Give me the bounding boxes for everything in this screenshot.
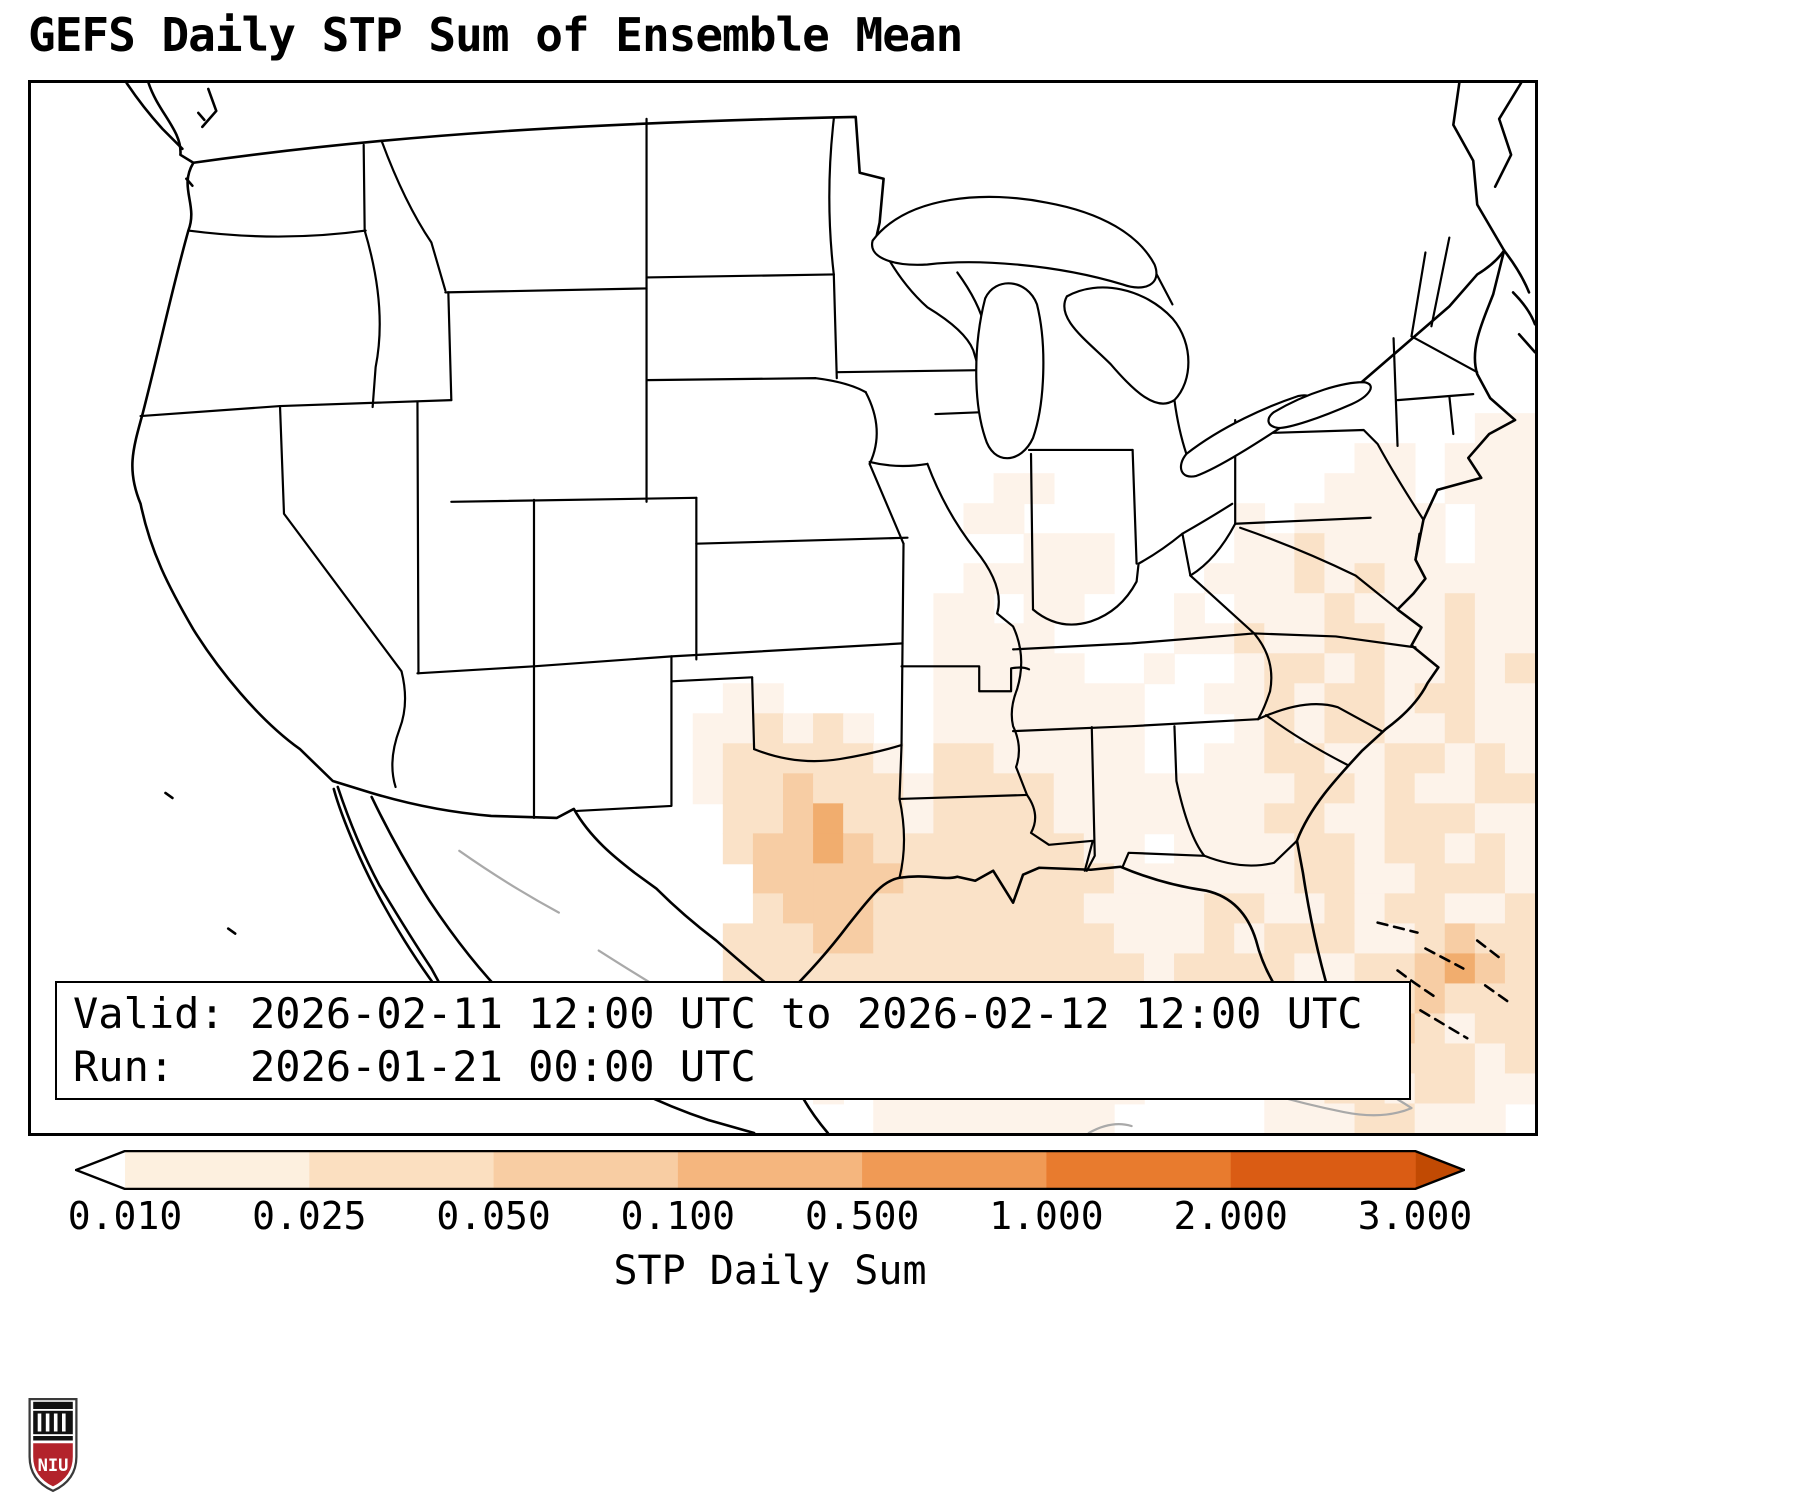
logo-text: NIU [38, 1456, 69, 1476]
us-map [125, 83, 1535, 1133]
great-lakes [871, 195, 1372, 478]
logo-steps [33, 1436, 73, 1441]
colorbar-tick: 3.000 [1357, 1194, 1473, 1238]
colorbar-tick: 0.010 [67, 1194, 183, 1238]
colorbar [75, 1150, 1465, 1190]
lake-superior [871, 195, 1158, 289]
colorbar-gradient [75, 1150, 1465, 1190]
colorbar-tick: 0.050 [436, 1194, 551, 1238]
logo-red-shield [33, 1443, 73, 1487]
logo-parapet [33, 1401, 73, 1409]
lake-ontario [1267, 381, 1372, 430]
run-time-text: Run: 2026-01-21 00:00 UTC [73, 1041, 756, 1091]
colorbar-tick: 0.100 [620, 1194, 736, 1238]
map-frame: Valid: 2026-02-11 12:00 UTC to 2026-02-1… [28, 80, 1538, 1136]
colorbar-tick: 1.000 [989, 1194, 1104, 1238]
lake-michigan [975, 282, 1045, 460]
valid-time-text: Valid: 2026-02-11 12:00 UTC to 2026-02-1… [73, 989, 1363, 1038]
validity-info-box: Valid: 2026-02-11 12:00 UTC to 2026-02-1… [55, 981, 1411, 1100]
colorbar-tick: 0.500 [804, 1194, 920, 1238]
colorbar-tick: 2.000 [1173, 1194, 1288, 1238]
plot-title: GEFS Daily STP Sum of Ensemble Mean [28, 8, 963, 62]
colorbar-tick-labels: 0.010 0.025 0.050 0.100 0.500 1.000 2.000 3.000 [68, 1194, 1472, 1242]
colorbar-axis-label: STP Daily Sum [613, 1248, 927, 1294]
lake-huron [1063, 286, 1190, 405]
niu-logo: NIU [28, 1397, 78, 1493]
colorbar-tick: 0.025 [252, 1194, 367, 1238]
state-borders [139, 117, 1479, 879]
